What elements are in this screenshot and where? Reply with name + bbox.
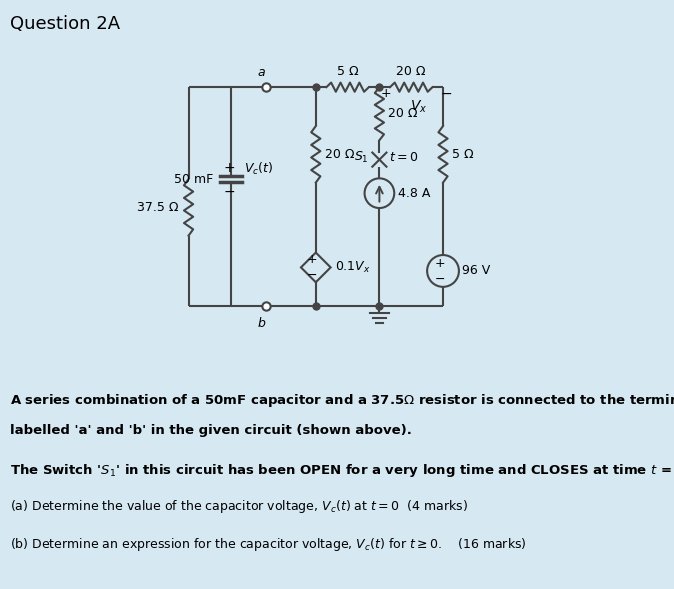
Text: $V_x$: $V_x$: [410, 98, 427, 115]
Text: 5 Ω: 5 Ω: [452, 148, 473, 161]
Text: 20 Ω: 20 Ω: [388, 107, 418, 120]
Text: 20 Ω: 20 Ω: [396, 65, 426, 78]
Text: −: −: [435, 273, 446, 286]
Text: 50 mF: 50 mF: [174, 173, 213, 186]
Text: The Switch '$S_1$' in this circuit has been OPEN for a very long time and CLOSES: The Switch '$S_1$' in this circuit has b…: [10, 462, 674, 479]
Text: −: −: [307, 269, 317, 282]
Text: 96 V: 96 V: [462, 264, 491, 277]
Text: −: −: [223, 185, 235, 199]
Text: a: a: [257, 67, 265, 80]
Text: b: b: [257, 317, 265, 330]
Text: 37.5 Ω: 37.5 Ω: [137, 201, 179, 214]
Text: A series combination of a 50mF capacitor and a 37.5$\Omega$ resistor is connecte: A series combination of a 50mF capacitor…: [10, 392, 674, 409]
Text: $t=0$: $t=0$: [390, 151, 419, 164]
Text: +: +: [380, 87, 391, 100]
Text: +: +: [223, 161, 235, 175]
Text: 20 Ω: 20 Ω: [325, 148, 354, 161]
Text: +: +: [307, 253, 317, 266]
Text: 4.8 A: 4.8 A: [398, 187, 430, 200]
Text: (b) Determine an expression for the capacitor voltage, $V_c(t)$ for $t \geq 0$. : (b) Determine an expression for the capa…: [10, 536, 527, 553]
Text: 5 Ω: 5 Ω: [337, 65, 359, 78]
Text: (a) Determine the value of the capacitor voltage, $V_c(t)$ at $t=0$  (4 marks): (a) Determine the value of the capacitor…: [10, 498, 468, 515]
Text: −: −: [440, 87, 452, 101]
Text: $0.1V_x$: $0.1V_x$: [335, 260, 371, 275]
Text: Question 2A: Question 2A: [10, 15, 120, 33]
Text: $V_c(t)$: $V_c(t)$: [245, 160, 274, 177]
Text: labelled 'a' and 'b' in the given circuit (shown above).: labelled 'a' and 'b' in the given circui…: [10, 424, 412, 437]
Text: +: +: [435, 257, 446, 270]
Text: $S_1$: $S_1$: [354, 150, 369, 166]
